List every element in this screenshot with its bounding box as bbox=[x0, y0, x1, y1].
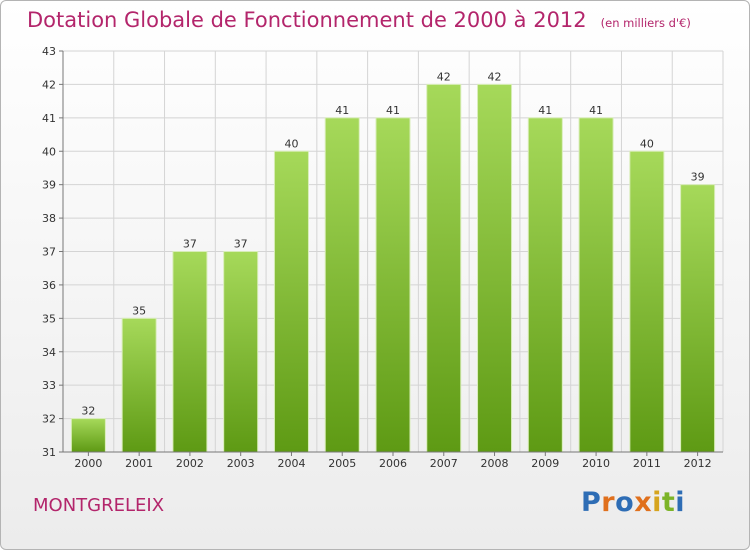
bars: 32 35 37 37 40 41 41 42 42 41 41 40 39 bbox=[70, 70, 716, 453]
bar-value-label: 42 bbox=[488, 70, 502, 83]
x-tick-label: 2000 bbox=[74, 457, 102, 470]
bar bbox=[324, 117, 360, 453]
chart-title-block: Dotation Globale de Fonctionnement de 20… bbox=[27, 8, 691, 32]
chart-unit: (en milliers d'€) bbox=[600, 16, 691, 30]
commune-name: MONTGRELEIX bbox=[33, 495, 165, 516]
y-tick-label: 39 bbox=[42, 179, 56, 192]
bar-value-label: 32 bbox=[81, 405, 95, 418]
y-tick-label: 43 bbox=[42, 45, 56, 58]
logo-letter: t bbox=[661, 487, 676, 518]
x-tick-label: 2003 bbox=[227, 457, 255, 470]
x-tick-label: 2006 bbox=[379, 457, 407, 470]
y-tick-label: 38 bbox=[42, 212, 56, 225]
y-tick-label: 33 bbox=[42, 379, 56, 392]
logo-letter: i bbox=[675, 487, 686, 518]
bar-value-label: 35 bbox=[132, 304, 146, 317]
x-tick-label: 2010 bbox=[582, 457, 610, 470]
bar-value-label: 40 bbox=[640, 137, 654, 150]
logo-letter: i bbox=[652, 487, 662, 518]
bar-value-label: 42 bbox=[437, 70, 451, 83]
bar-value-label: 41 bbox=[538, 104, 552, 117]
y-tick-label: 40 bbox=[42, 145, 56, 158]
logo-letter: P bbox=[581, 487, 602, 518]
x-tick-label: 2001 bbox=[125, 457, 153, 470]
bar-value-label: 37 bbox=[183, 238, 197, 251]
bar bbox=[578, 117, 614, 453]
logo-letter: r bbox=[601, 487, 616, 518]
y-tick-label: 36 bbox=[42, 279, 56, 292]
y-tick-label: 41 bbox=[42, 112, 56, 125]
bar bbox=[426, 83, 462, 453]
y-tick-label: 42 bbox=[42, 78, 56, 91]
bar-value-label: 41 bbox=[589, 104, 603, 117]
chart-title: Dotation Globale de Fonctionnement de 20… bbox=[27, 8, 587, 32]
x-tick-label: 2012 bbox=[684, 457, 712, 470]
x-tick-label: 2007 bbox=[430, 457, 458, 470]
bar bbox=[629, 150, 665, 453]
bar bbox=[223, 251, 259, 453]
y-tick-label: 35 bbox=[42, 312, 56, 325]
proxiti-logo: Proxiti bbox=[581, 487, 685, 518]
logo-letter: o bbox=[615, 487, 635, 518]
y-tick-label: 34 bbox=[42, 346, 56, 359]
x-tick-label: 2005 bbox=[328, 457, 356, 470]
bar bbox=[121, 317, 157, 453]
bar bbox=[680, 184, 716, 453]
x-tick-label: 2008 bbox=[481, 457, 509, 470]
bar bbox=[375, 117, 411, 453]
logo-letter: x bbox=[634, 487, 653, 518]
bar bbox=[527, 117, 563, 453]
y-tick-label: 32 bbox=[42, 413, 56, 426]
bar bbox=[477, 83, 513, 453]
y-tick-label: 37 bbox=[42, 246, 56, 259]
axes: 31 32 33 34 35 36 37 38 39 40 41 42 43 2000 2001 2002 20… bbox=[42, 45, 723, 470]
bar-value-label: 41 bbox=[335, 104, 349, 117]
bar bbox=[172, 251, 208, 453]
x-tick-label: 2002 bbox=[176, 457, 204, 470]
x-tick-label: 2009 bbox=[531, 457, 559, 470]
y-tick-label: 31 bbox=[42, 446, 56, 459]
bar bbox=[273, 150, 309, 453]
bar-value-label: 39 bbox=[691, 171, 705, 184]
x-tick-label: 2011 bbox=[633, 457, 661, 470]
bar-value-label: 41 bbox=[386, 104, 400, 117]
bar-value-label: 37 bbox=[234, 238, 248, 251]
bar-value-label: 40 bbox=[284, 137, 298, 150]
x-tick-label: 2004 bbox=[277, 457, 305, 470]
bar bbox=[70, 418, 106, 453]
